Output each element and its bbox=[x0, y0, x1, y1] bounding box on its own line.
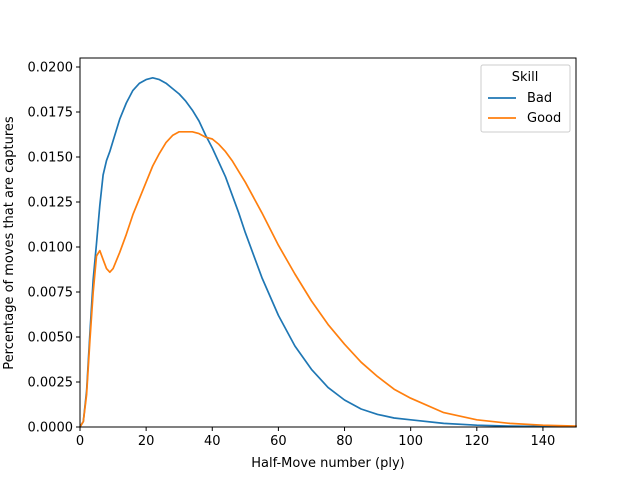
series-line-good bbox=[78, 130, 577, 429]
x-tick-label: 60 bbox=[270, 434, 287, 449]
series-line-bad bbox=[78, 76, 577, 429]
y-tick-label: 0.0000 bbox=[28, 421, 74, 436]
y-tick-label: 0.0050 bbox=[28, 331, 74, 346]
x-tick-label: 20 bbox=[138, 434, 155, 449]
y-tick-label: 0.0025 bbox=[28, 376, 74, 391]
x-tick-label: 80 bbox=[336, 434, 353, 449]
y-tick-label: 0.0075 bbox=[28, 286, 74, 301]
series-layer bbox=[78, 76, 577, 429]
x-tick-label: 100 bbox=[398, 434, 423, 449]
legend-label-good: Good bbox=[527, 111, 561, 126]
y-tick-label: 0.0125 bbox=[28, 196, 74, 211]
plot-frame bbox=[79, 57, 577, 428]
x-tick-label: 0 bbox=[76, 434, 84, 449]
axes-layer: 0 20 40 60 80 100 120 140 0.0000 0.0025 0.0050 0.00… bbox=[28, 57, 577, 449]
legend-title: Skill bbox=[512, 70, 539, 85]
x-tick-label: 140 bbox=[531, 434, 556, 449]
y-tick-label: 0.0175 bbox=[28, 106, 74, 121]
y-tick-label: 0.0200 bbox=[28, 61, 74, 76]
x-tick-label: 120 bbox=[464, 434, 489, 449]
y-tick-label: 0.0150 bbox=[28, 151, 74, 166]
legend-label-bad: Bad bbox=[527, 91, 552, 106]
x-axis-title: Half-Move number (ply) bbox=[251, 456, 404, 471]
y-axis-title: Percentage of moves that are captures bbox=[2, 116, 17, 370]
legend-box bbox=[480, 64, 571, 133]
x-tick-label: 40 bbox=[204, 434, 221, 449]
legend: Skill Bad Good bbox=[480, 64, 571, 133]
y-tick-label: 0.0100 bbox=[28, 241, 74, 256]
